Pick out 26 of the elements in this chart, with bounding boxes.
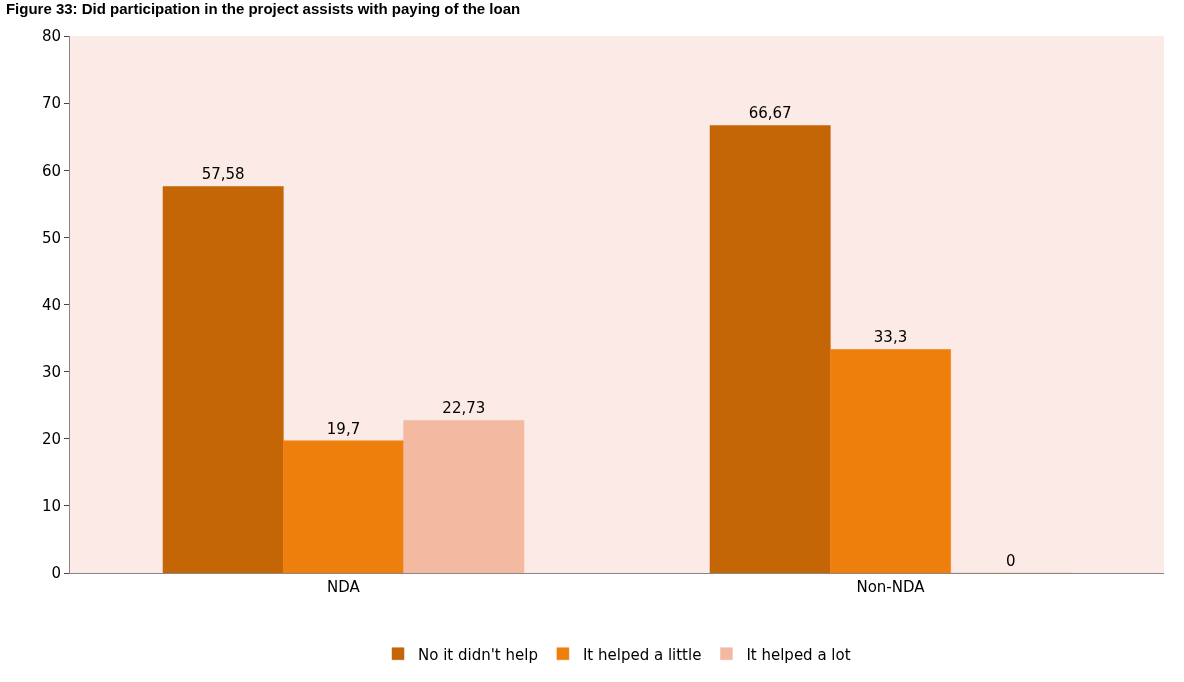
data-label: 19,7 [326, 419, 361, 438]
x-tick-label: NDA [327, 578, 361, 596]
bar [283, 440, 404, 573]
data-label: 33,3 [873, 328, 908, 347]
legend-label: It helped a lot [746, 645, 851, 664]
y-tick-label: 80 [41, 27, 61, 46]
bar [403, 420, 525, 573]
y-tick-label: 40 [41, 295, 61, 314]
data-label: 22,73 [442, 399, 486, 418]
y-tick-label: 0 [51, 564, 61, 583]
data-label: 0 [1006, 552, 1016, 570]
x-tick-label: Non-NDA [856, 578, 926, 596]
y-tick-label: 30 [41, 362, 61, 381]
bar [830, 349, 951, 573]
y-tick-label: 10 [41, 497, 61, 516]
y-tick-label: 60 [41, 161, 61, 180]
data-label: 66,67 [748, 104, 792, 123]
y-tick-label: 50 [41, 228, 61, 247]
data-label: 57,58 [201, 165, 245, 184]
legend-label: No it didn't help [418, 645, 538, 664]
legend-label: It helped a little [582, 645, 702, 664]
bar [162, 186, 284, 573]
chart-title: Figure 33: Did participation in the project assists with paying of the loan [5, 0, 521, 17]
y-tick-label: 70 [41, 94, 61, 113]
bar [709, 125, 831, 573]
y-tick-label: 20 [41, 430, 61, 448]
